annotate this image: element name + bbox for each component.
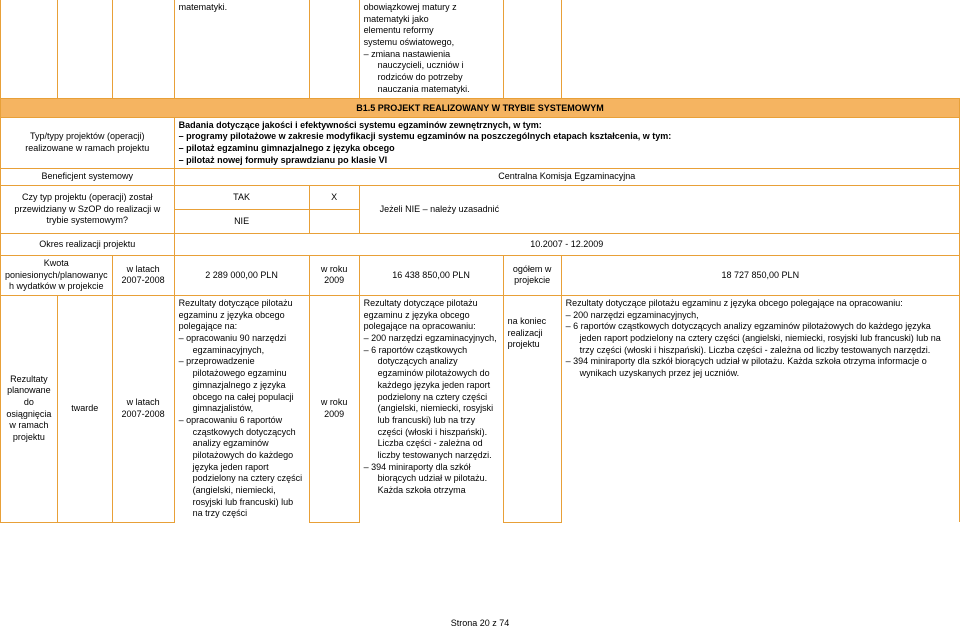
cell-wroku1: w roku2009 [309,255,359,295]
cell-jezeli-nie: Jeżeli NIE – należy uzasadnić [359,185,959,233]
cell-rez-col1: Rezultaty dotyczące pilotażu egzaminu z … [174,296,309,523]
document-table: matematyki. obowiązkowej matury zmatemat… [0,0,960,523]
label-kwota: Kwota poniesionych/planowanych wydatków … [1,255,113,295]
label-czy-typ: Czy typ projektu (operacji) został przew… [1,185,175,233]
cell-okres-value: 10.2007 - 12.2009 [174,233,959,255]
cell-badania: Badania dotyczące jakości i efektywności… [174,117,959,169]
label-typ-projektow: Typ/typy projektów (operacji) realizowan… [1,117,175,169]
cell-rez-col3: Rezultaty dotyczące pilotażu egzaminu z … [561,296,959,523]
section-header: B1.5 PROJEKT REALIZOWANY W TRYBIE SYSTEM… [1,98,960,117]
cell-nie: NIE [174,209,309,233]
cell-twarde: twarde [57,296,112,523]
cell-wlatach2: w latach2007-2008 [112,296,174,523]
cell-amount3: 18 727 850,00 PLN [561,255,959,295]
label-beneficjent: Beneficjent systemowy [1,169,175,186]
cell-amount2: 16 438 850,00 PLN [359,255,503,295]
label-okres: Okres realizacji projektu [1,233,175,255]
cell-rez-col2: Rezultaty dotyczące pilotażu egzaminu z … [359,296,503,523]
cell-matura: obowiązkowej matury zmatematyki jakoelem… [359,0,503,98]
cell-matematyki: matematyki. [174,0,309,98]
cell-centralna: Centralna Komisja Egzaminacyjna [174,169,959,186]
label-rezultaty: Rezultaty planowane do osiągnięcia w ram… [1,296,58,523]
cell-tak: TAK [174,185,309,209]
cell-wroku2: w roku2009 [309,296,359,523]
cell-x: X [309,185,359,209]
cell-nakoniec: na koniecrealizacjiprojektu [503,296,561,523]
cell-ogolem: ogółem wprojekcie [503,255,561,295]
page-footer: Strona 20 z 74 [0,618,960,628]
cell-wlatach1: w latach2007-2008 [112,255,174,295]
cell-amount1: 2 289 000,00 PLN [174,255,309,295]
